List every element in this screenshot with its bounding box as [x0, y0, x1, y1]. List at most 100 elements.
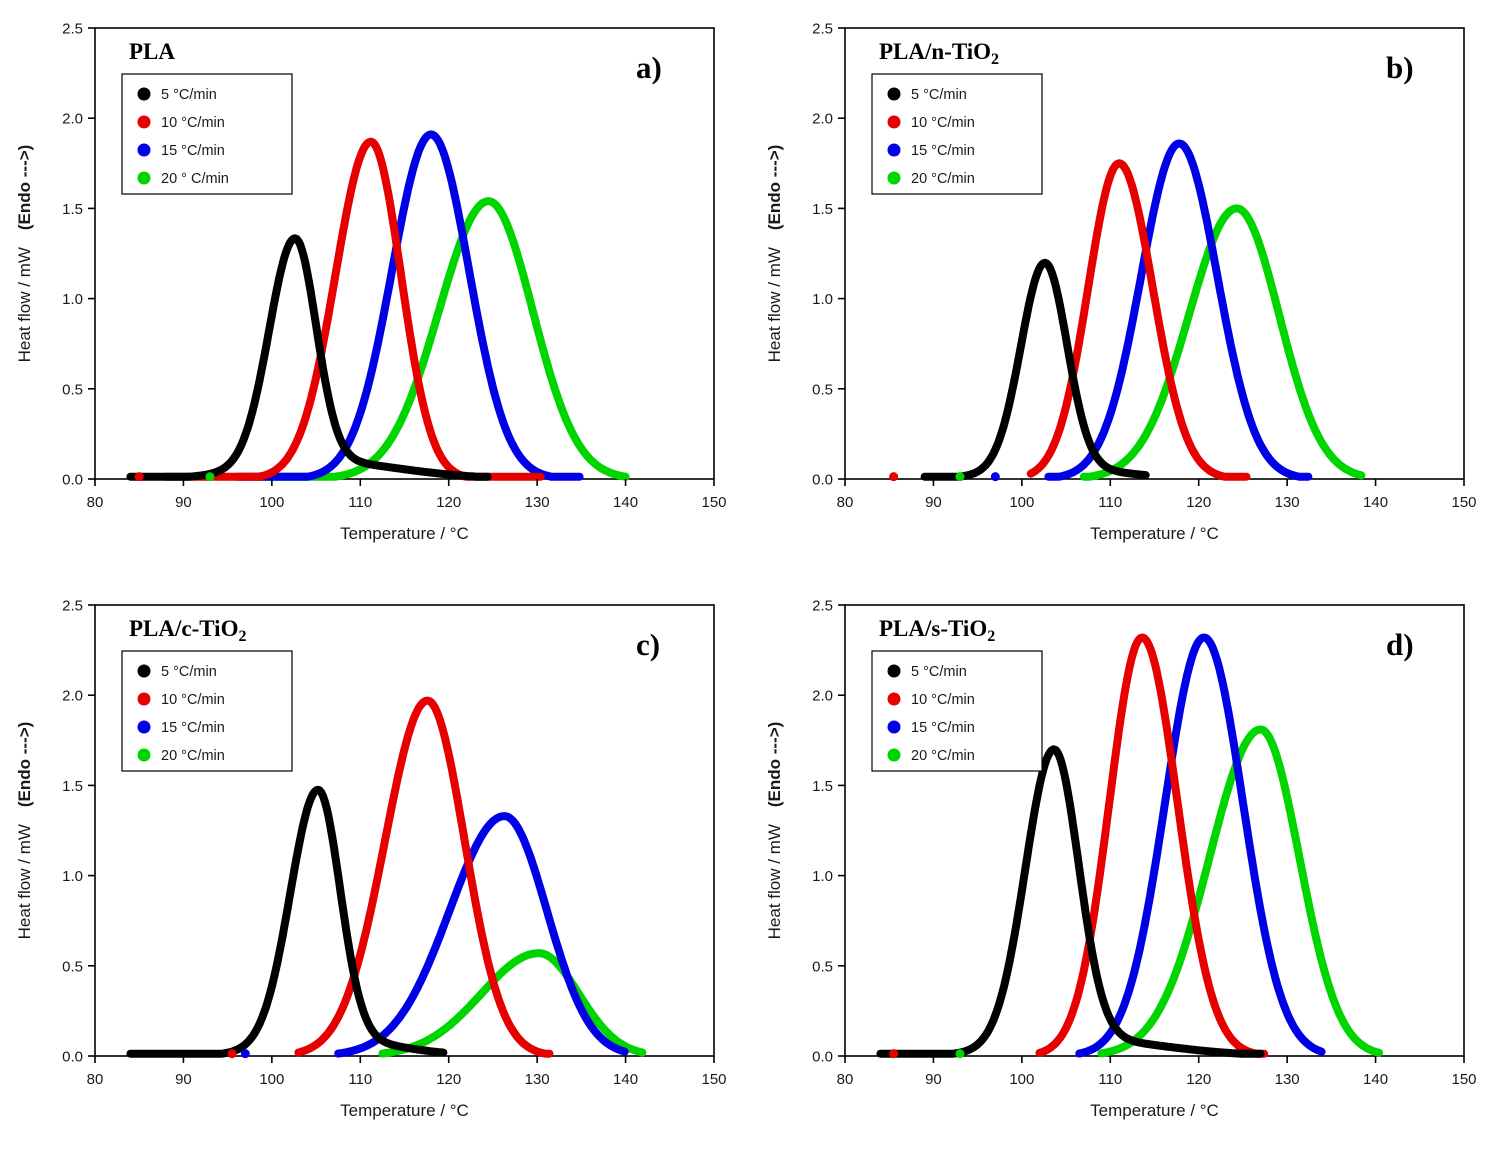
legend-marker-dot [887, 720, 901, 734]
dsc-curve [334, 812, 629, 1058]
x-tick-label: 110 [348, 1071, 372, 1088]
plot-frame [844, 604, 1465, 1057]
legend-marker-dot [137, 748, 151, 762]
x-tick-label: 110 [348, 494, 372, 511]
panel-letter: c) [636, 627, 660, 662]
x-tick-label: 130 [525, 1071, 550, 1088]
panel-title: PLA/s-TiO2 [879, 616, 995, 645]
x-tick-label: 80 [87, 1071, 104, 1088]
legend-marker-dot [887, 115, 901, 129]
legend-box [121, 73, 293, 195]
panel-c: 80 90 100 110 120 130 140 150 0.0 0.5 1.0 1.5 2.0 2.5… [0, 577, 750, 1154]
x-tick-label: 140 [613, 1071, 638, 1088]
legend-marker-dot [137, 692, 151, 706]
x-tick-label: 130 [525, 494, 550, 511]
x-axis-label: Temperature / °C [340, 1101, 469, 1120]
panel-c-svg: 80 90 100 110 120 130 140 150 0.0 0.5 1.0 1.5 2.0 2.5… [15, 598, 727, 1121]
onset-marker-dot [889, 1049, 899, 1059]
legend-marker-dot [887, 664, 901, 678]
x-tick-label: 120 [1186, 1071, 1211, 1088]
y-tick-label: 1.0 [812, 868, 833, 885]
plot-frame [94, 27, 715, 480]
x-axis-label: Temperature / °C [1090, 524, 1219, 543]
x-tick-label: 150 [701, 1071, 726, 1088]
legend-marker-dot [887, 87, 901, 101]
legend-label: 5 °C/min [911, 664, 967, 680]
y-tick-label: 2.5 [62, 21, 83, 38]
y-tick-label: 1.5 [812, 201, 833, 218]
legend-marker-dot [137, 143, 151, 157]
dsc-curve [1035, 633, 1269, 1058]
y-tick-label: 0.0 [62, 1049, 83, 1066]
x-tick-label: 100 [1009, 494, 1034, 511]
panel-b: 80 90 100 110 120 130 140 150 0.0 0.5 1.0 1.5 2.0 2.5… [750, 0, 1500, 577]
y-axis-label: Heat flow / mW (Endo --->) [765, 145, 784, 363]
legend-label: 20 °C/min [911, 171, 975, 187]
y-tick-label: 1.0 [62, 291, 83, 308]
legend-marker-dot [887, 748, 901, 762]
x-tick-label: 130 [1275, 1071, 1300, 1088]
y-tick-label: 0.5 [812, 958, 833, 975]
onset-marker-dot [889, 472, 899, 482]
onset-marker-dot [990, 472, 1000, 482]
panel-letter: b) [1386, 50, 1414, 85]
x-tick-label: 110 [1098, 1071, 1122, 1088]
y-tick-label: 2.0 [812, 688, 833, 705]
x-tick-label: 150 [701, 494, 726, 511]
legend-label: 20 °C/min [911, 748, 975, 764]
legend-marker-dot [137, 720, 151, 734]
y-tick-label: 1.0 [62, 868, 83, 885]
panel-d: 80 90 100 110 120 130 140 150 0.0 0.5 1.0 1.5 2.0 2.5… [750, 577, 1500, 1154]
x-tick-label: 100 [259, 494, 284, 511]
x-tick-label: 90 [925, 494, 942, 511]
legend-marker-dot [137, 115, 151, 129]
x-tick-label: 120 [436, 1071, 461, 1088]
legend-marker-dot [887, 143, 901, 157]
panel-letter: a) [636, 50, 662, 85]
x-tick-label: 140 [613, 494, 638, 511]
x-tick-label: 120 [436, 494, 461, 511]
onset-marker-dot [955, 472, 965, 482]
y-tick-label: 2.5 [812, 598, 833, 615]
y-axis-label: Heat flow / mW (Endo --->) [15, 145, 34, 363]
x-tick-label: 150 [1451, 1071, 1476, 1088]
y-tick-label: 0.5 [62, 381, 83, 398]
legend-label: 20 °C/min [161, 748, 225, 764]
legend-label: 5 °C/min [161, 87, 217, 103]
x-tick-label: 110 [1098, 494, 1122, 511]
x-axis-label: Temperature / °C [340, 524, 469, 543]
legend-label: 15 °C/min [911, 143, 975, 159]
y-axis-label: Heat flow / mW (Endo --->) [15, 722, 34, 940]
x-tick-label: 90 [175, 494, 192, 511]
x-tick-label: 140 [1363, 1071, 1388, 1088]
y-tick-label: 1.0 [812, 291, 833, 308]
plot-frame [844, 27, 1465, 480]
y-tick-label: 0.0 [812, 1049, 833, 1066]
legend-label: 5 °C/min [911, 87, 967, 103]
x-tick-label: 90 [925, 1071, 942, 1088]
y-tick-label: 1.5 [62, 201, 83, 218]
panel-a-svg: 80 90 100 110 120 130 140 150 0.0 0.5 1.0 1.5 2.0 2.5… [15, 21, 727, 544]
x-tick-label: 90 [175, 1071, 192, 1088]
dsc-curve [126, 234, 492, 481]
y-axis-label: Heat flow / mW (Endo --->) [765, 722, 784, 940]
y-tick-label: 1.5 [62, 778, 83, 795]
y-tick-label: 2.0 [812, 111, 833, 128]
legend-marker-dot [137, 171, 151, 185]
y-tick-label: 2.5 [812, 21, 833, 38]
y-tick-label: 1.5 [812, 778, 833, 795]
y-tick-label: 2.5 [62, 598, 83, 615]
x-tick-label: 150 [1451, 494, 1476, 511]
panel-letter: d) [1386, 627, 1414, 662]
plot-frame [94, 604, 715, 1057]
x-tick-label: 100 [1009, 1071, 1034, 1088]
legend-label: 10 °C/min [911, 692, 975, 708]
legend-label: 20 ° C/min [161, 171, 229, 187]
y-tick-label: 0.5 [62, 958, 83, 975]
dsc-curve [920, 258, 1150, 481]
legend-label: 15 °C/min [161, 720, 225, 736]
dsc-curve [378, 949, 647, 1058]
panel-title: PLA/n-TiO2 [879, 39, 999, 68]
legend-label: 15 °C/min [161, 143, 225, 159]
onset-marker-dot [955, 1049, 965, 1059]
